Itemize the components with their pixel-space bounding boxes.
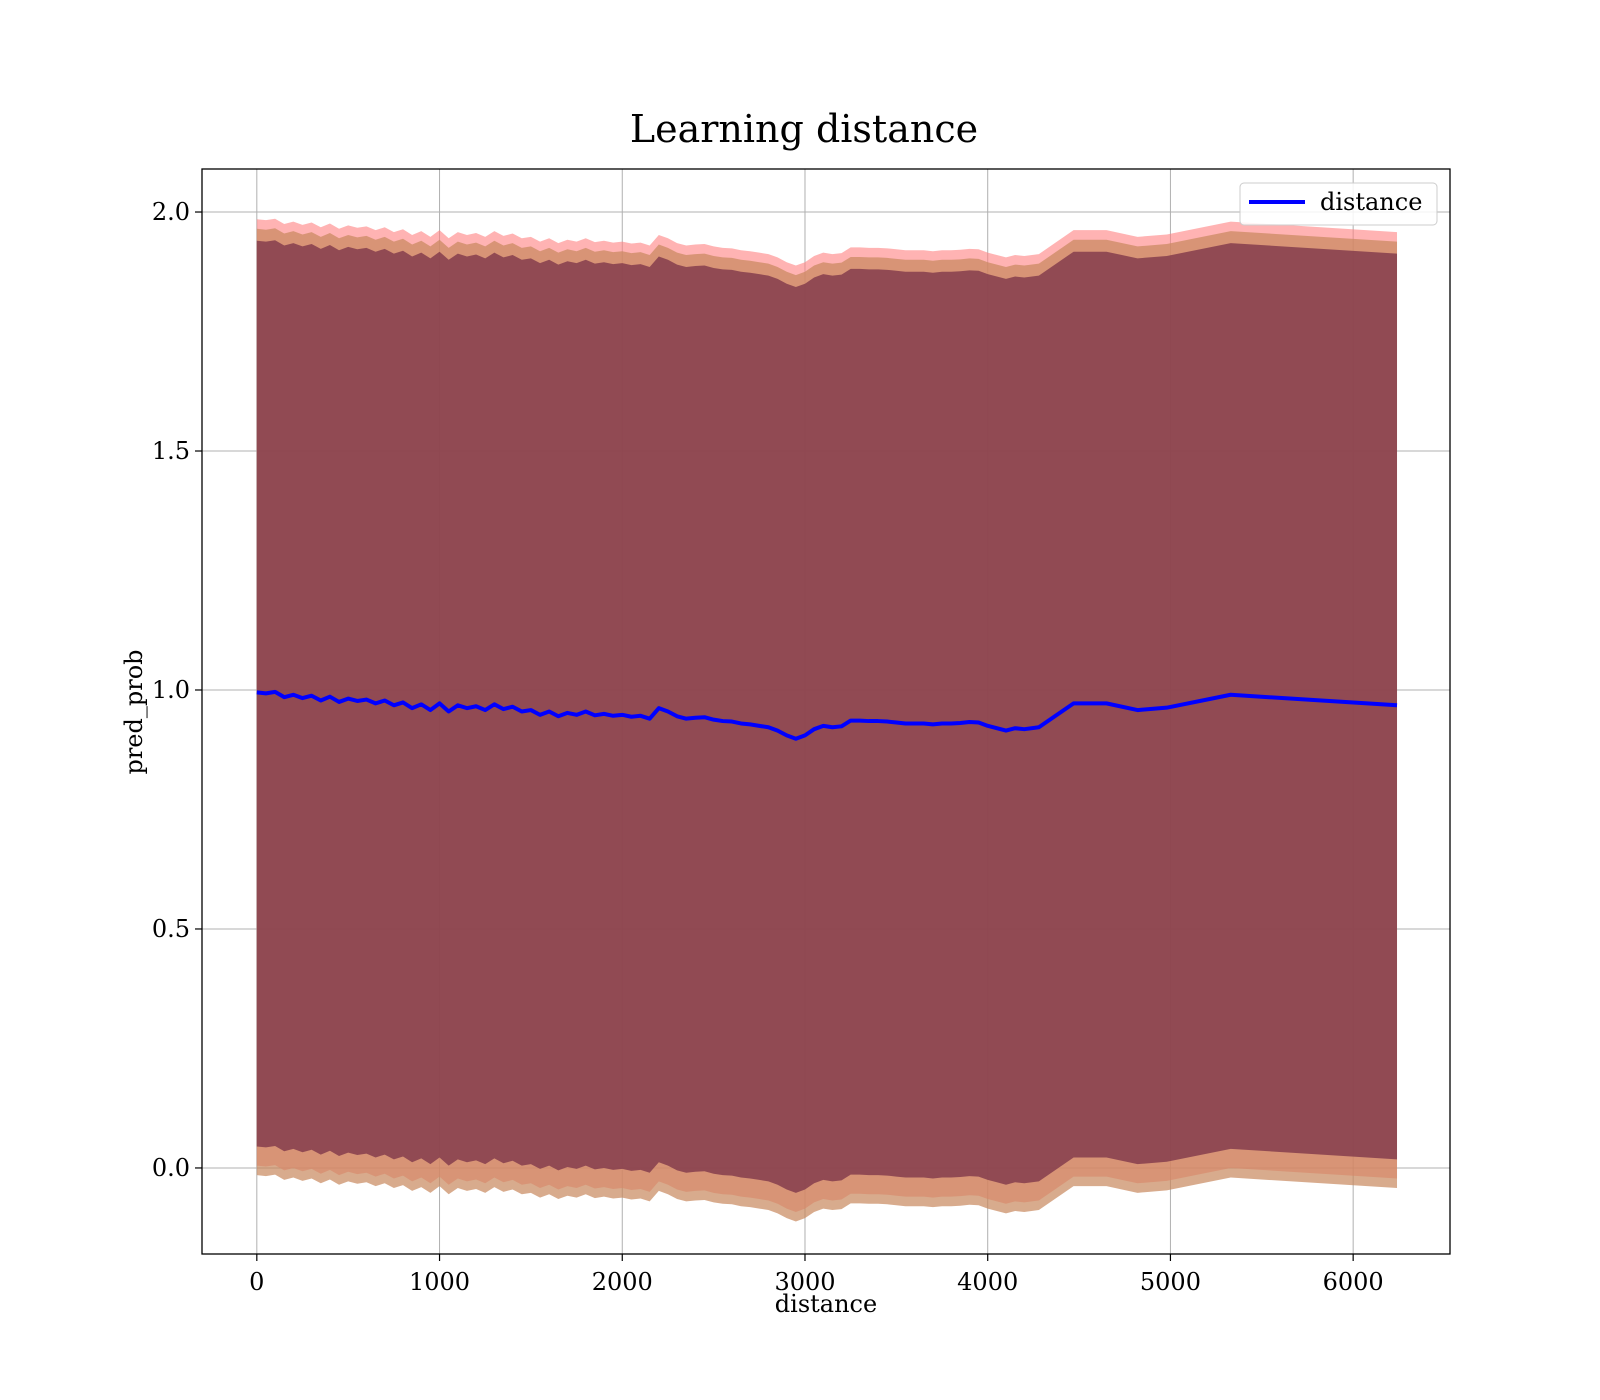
plot-frame (201, 168, 1451, 1255)
x-axis-label: distance (775, 1290, 877, 1318)
x-tick-label: 3000 (774, 1268, 835, 1296)
legend-label: distance (1320, 188, 1422, 216)
y-tick-label: 1.5 (152, 437, 190, 465)
plot-area (202, 169, 1450, 1254)
x-tick-label: 5000 (1140, 1268, 1201, 1296)
x-tick-label: 2000 (592, 1268, 653, 1296)
x-tick-label: 1000 (409, 1268, 470, 1296)
legend: distance (1239, 182, 1438, 226)
x-tick-label: 6000 (1323, 1268, 1384, 1296)
y-axis-label: pred_prob (120, 649, 148, 774)
chart-title: Learning distance (630, 107, 978, 151)
y-tick-label: 1.0 (152, 676, 190, 704)
y-tick-label: 0.0 (152, 1154, 190, 1182)
series-line-distance (256, 689, 1398, 741)
y-tick-label: 2.0 (152, 198, 190, 226)
x-tick-label: 4000 (957, 1268, 1018, 1296)
y-tick-label: 0.5 (152, 915, 190, 943)
x-tick-label: 0 (249, 1268, 264, 1296)
legend-box (1239, 182, 1438, 226)
axis-ticks: 0 1000 2000 3000 4000 5000 6000 0.0 0.5 1.0 1.5 2.0 (152, 198, 1384, 1296)
inner-band (256, 240, 1398, 1193)
